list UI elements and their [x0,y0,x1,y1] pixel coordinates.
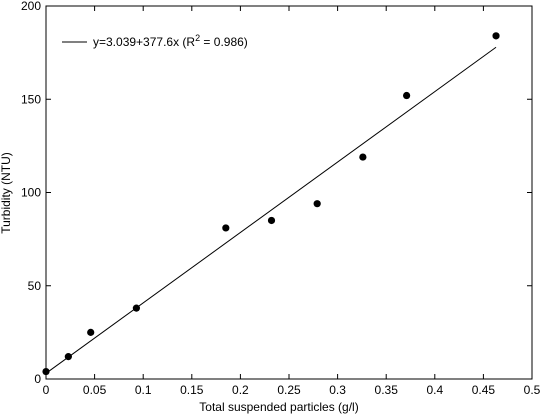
y-tick-label: 50 [28,279,42,293]
data-point [313,200,321,208]
data-point [222,224,230,232]
y-tick-label: 200 [21,0,41,13]
y-axis-label: Turbidity (NTU) [0,152,13,234]
legend: y=3.039+377.6x (R2 = 0.986) [62,33,248,49]
x-tick-label: 0.45 [472,383,496,397]
x-tick-label: 0.35 [375,383,399,397]
data-point [132,304,140,312]
data-point [492,32,500,40]
x-tick-label: 0.5 [524,383,540,397]
x-tick-label: 0.2 [232,383,249,397]
x-tick-label: 0.1 [135,383,152,397]
axis-ticks [45,5,533,380]
axis-tick-labels: 0 0.05 0.1 0.15 0.2 0.25 0.3 0.35 0.4 0.45 0.5 0 50 1… [21,0,540,397]
legend-label-superscript: 2 [195,33,200,43]
x-axis-label: Total suspended particles (g/l) [199,400,358,414]
y-tick-label: 100 [21,186,41,200]
data-point [403,91,411,100]
x-tick-label: 0.15 [180,383,204,397]
data-point [359,153,367,161]
data-point [267,216,276,225]
x-tick-label: 0.05 [83,383,107,397]
x-tick-label: 0.4 [426,383,443,397]
data-point [42,367,50,376]
y-tick-label: 0 [34,372,41,386]
legend-label-main: y=3.039+377.6x (R [93,35,195,49]
regression-line [45,46,497,374]
legend-label-tail: = 0.986) [200,35,248,49]
legend-label: y=3.039+377.6x (R2 = 0.986) [93,33,248,49]
data-points [42,32,500,376]
y-tick-label: 150 [21,92,41,106]
x-tick-label: 0.3 [329,383,346,397]
data-point [87,328,95,336]
data-point [64,353,72,361]
plot-frame [45,5,533,380]
x-tick-label: 0.25 [277,383,301,397]
x-tick-label: 0 [43,383,50,397]
